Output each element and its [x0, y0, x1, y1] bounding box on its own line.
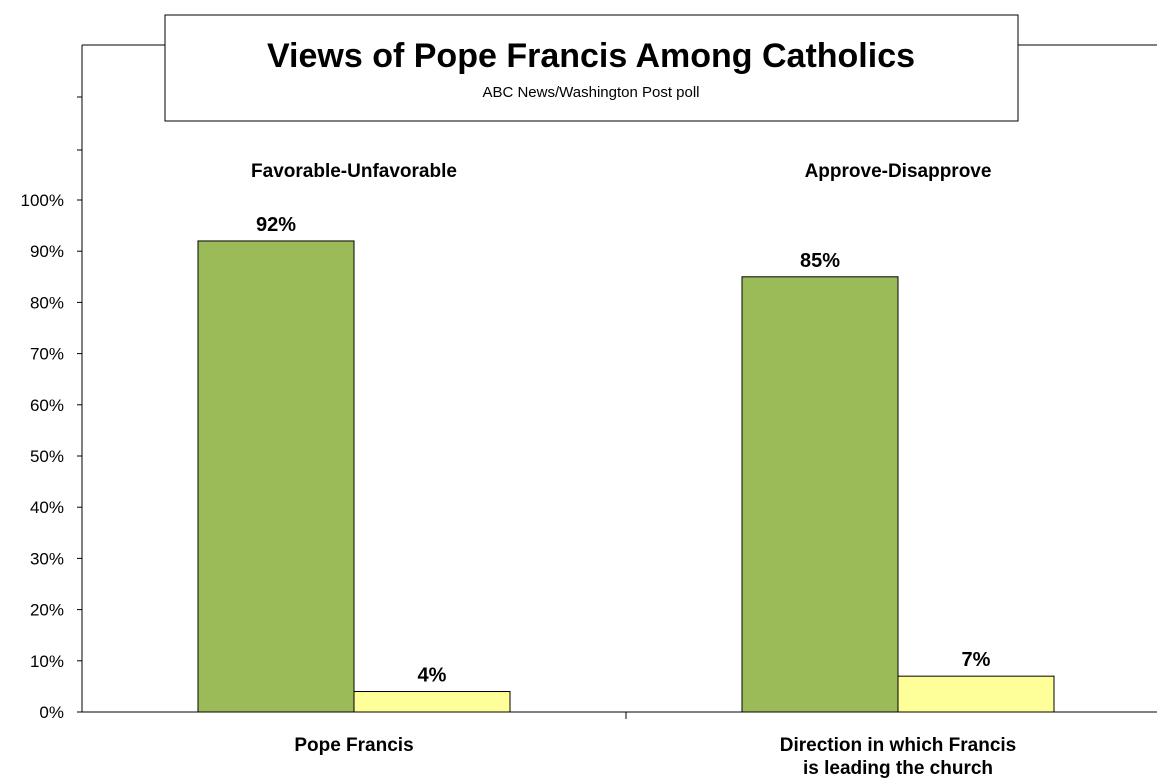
- data-label: 85%: [800, 250, 840, 272]
- y-tick-label: 70%: [30, 345, 64, 364]
- bar-2-yellow: [897, 675, 1055, 713]
- y-tick-label: 60%: [30, 396, 64, 415]
- labels-group: 92% 4% Favorable-Unfavorable Pope Francis 85…: [251, 161, 1016, 779]
- data-label: 4%: [418, 665, 447, 687]
- chart-subtitle: ABC News/Washington Post poll: [482, 84, 699, 101]
- title-box: [164, 14, 1019, 122]
- chart-title: Views of Pope Francis Among Catholics: [267, 37, 915, 75]
- bar-1-green: [197, 240, 355, 713]
- y-tick-label: 10%: [30, 652, 64, 671]
- data-label: 92%: [256, 214, 296, 236]
- data-label: 7%: [962, 649, 991, 671]
- y-axis-ticks: 0% 10% 20% 30% 40% 50% 60% 70% 80% 90% 100%: [21, 96, 82, 722]
- bars-group: [197, 240, 1055, 713]
- y-tick-label: 20%: [30, 601, 64, 620]
- y-tick-label: 30%: [30, 549, 64, 568]
- y-tick-label: 100%: [21, 191, 64, 210]
- bar-2-green: [741, 276, 899, 713]
- bar-1-yellow: [353, 691, 511, 713]
- group-header: Favorable-Unfavorable: [251, 161, 457, 182]
- y-tick-label: 80%: [30, 293, 64, 312]
- y-tick-label: 50%: [30, 447, 64, 466]
- category-label: is leading the church: [803, 758, 993, 779]
- y-tick-label: 0%: [39, 703, 64, 722]
- y-tick-label: 90%: [30, 242, 64, 261]
- group-header: Approve-Disapprove: [805, 161, 992, 182]
- category-label: Direction in which Francis: [780, 735, 1017, 756]
- y-tick-label: 40%: [30, 498, 64, 517]
- category-label: Pope Francis: [294, 735, 413, 756]
